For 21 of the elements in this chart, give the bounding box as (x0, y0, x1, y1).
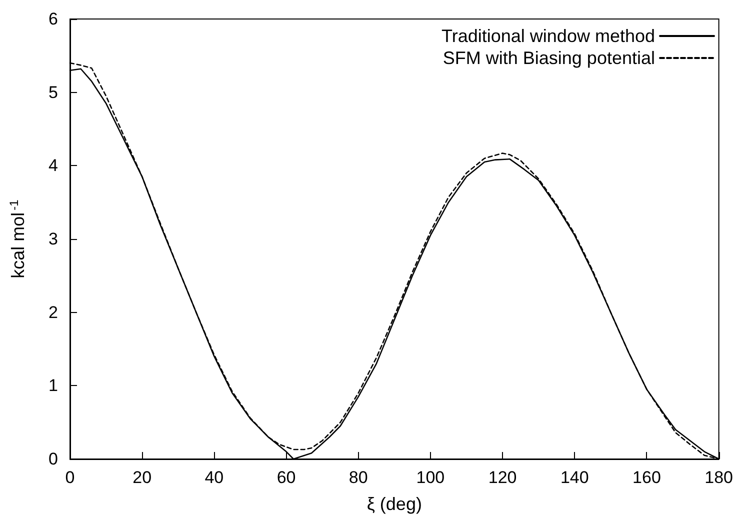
y-axis-title: kcal mol-1 (7, 199, 28, 278)
y-tick-label: 0 (48, 450, 58, 468)
x-tick-label: 120 (488, 468, 517, 487)
x-tick-label: 160 (632, 468, 661, 487)
y-tick-label: 3 (48, 230, 58, 248)
y-tick-label: 6 (48, 10, 58, 28)
x-tick-label: 80 (348, 468, 368, 487)
legend-label: SFM with Biasing potential (442, 48, 655, 68)
y-tick-label: 5 (48, 82, 58, 102)
x-tick-label: 140 (560, 468, 589, 487)
x-axis-title: ξ (deg) (366, 494, 422, 514)
x-tick-label: 60 (276, 468, 296, 487)
legend-label: Traditional window method (442, 26, 655, 46)
x-tick-label: 20 (132, 468, 152, 487)
y-tick-label: 1 (48, 376, 58, 396)
y-tick-label: 4 (48, 156, 58, 176)
x-tick-label: 100 (416, 468, 445, 487)
x-tick-label: 0 (65, 468, 75, 487)
x-tick-label: 180 (704, 468, 734, 487)
x-tick-label: 40 (204, 468, 224, 487)
y-tick-label: 2 (48, 302, 58, 322)
